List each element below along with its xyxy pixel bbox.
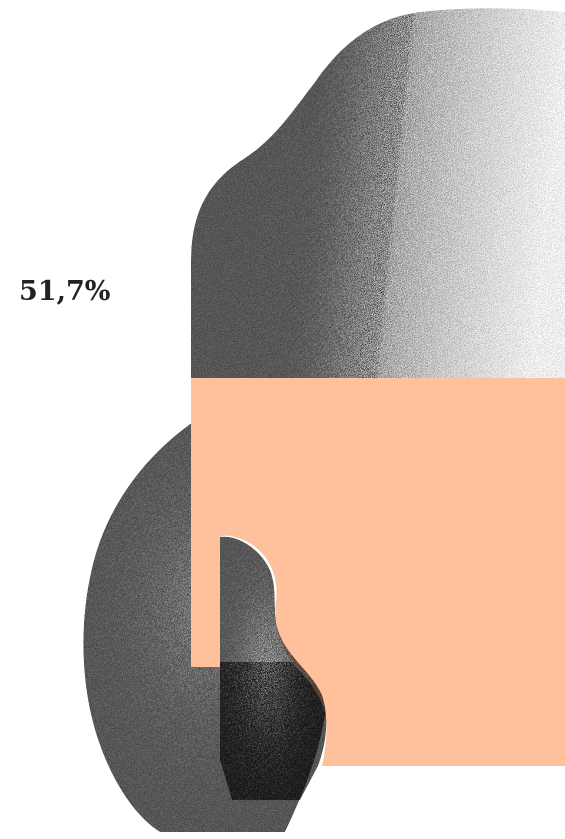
accent-panel <box>191 378 565 766</box>
head-shape <box>191 8 565 378</box>
ear-shape <box>220 536 327 800</box>
percentage-stat: 51,7% <box>19 276 111 307</box>
